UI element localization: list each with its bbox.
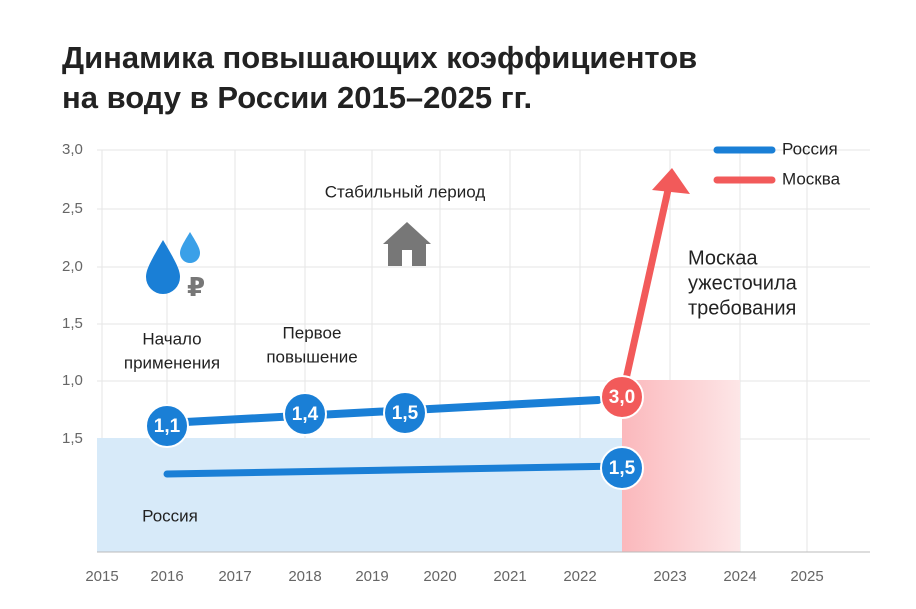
- x-tick-label: 2018: [288, 568, 321, 585]
- annotation: применения: [124, 353, 220, 372]
- x-tick-label: 2015: [85, 568, 118, 585]
- annotation: Первое: [283, 323, 342, 342]
- x-tick-label: 2016: [150, 568, 183, 585]
- y-tick-label: 1,0: [62, 372, 83, 389]
- arrow-head: [652, 168, 690, 194]
- annotation: ужесточила: [688, 272, 798, 294]
- y-tick-label: 1,5: [62, 315, 83, 332]
- marker-label: 3,0: [609, 387, 635, 408]
- marker: [600, 446, 644, 490]
- marker: [283, 392, 327, 436]
- russia-line: [163, 462, 626, 478]
- russia-line: [163, 396, 602, 427]
- annotations: Стабильный лериод Начало применения Первое п…: [124, 182, 798, 525]
- marker-label: 1,4: [292, 404, 319, 425]
- x-tick-label: 2021: [493, 568, 526, 585]
- annotation: Стабильный лериод: [325, 182, 486, 201]
- marker: [383, 391, 427, 435]
- marker: [145, 404, 189, 448]
- x-tick-label: 2019: [355, 568, 388, 585]
- x-tick-label: 2020: [423, 568, 456, 585]
- title: на воду в России 2015–2025 гг.: [62, 80, 532, 115]
- annotation: повышение: [266, 347, 357, 366]
- legend: Россия Москва: [713, 139, 841, 188]
- legend-label: Москва: [782, 169, 841, 188]
- x-tick-label: 2025: [790, 568, 823, 585]
- annotation: Россия: [142, 506, 198, 525]
- x-tick-label: 2024: [723, 568, 756, 585]
- x-tick-label: 2017: [218, 568, 251, 585]
- annotation: Начало: [142, 329, 201, 348]
- legend-label: Россия: [782, 139, 838, 158]
- russia-area: [97, 438, 622, 552]
- x-tick-label: 2023: [653, 568, 686, 585]
- y-tick-label: 2,0: [62, 258, 83, 275]
- y-tick-label: 2,5: [62, 200, 83, 217]
- annotation: Москаа: [688, 247, 758, 269]
- house-icon: [383, 222, 431, 266]
- marker-label: 1,5: [609, 458, 636, 479]
- marker: [600, 375, 644, 419]
- water-icon: ₽: [146, 232, 205, 302]
- y-tick-label: 3,0: [62, 141, 83, 158]
- title: Динамика повышающих коэффициентов: [62, 40, 697, 75]
- annotation: требования: [688, 297, 796, 319]
- markers: 1,1 1,4 1,5 3,0 1,5: [145, 375, 644, 490]
- currency-symbol: ₽: [187, 272, 205, 302]
- marker-label: 1,5: [392, 403, 419, 424]
- y-tick-label: 1,5: [62, 430, 83, 447]
- moscow-line: [618, 186, 672, 401]
- x-tick-label: 2022: [563, 568, 596, 585]
- marker-label: 1,1: [154, 416, 181, 437]
